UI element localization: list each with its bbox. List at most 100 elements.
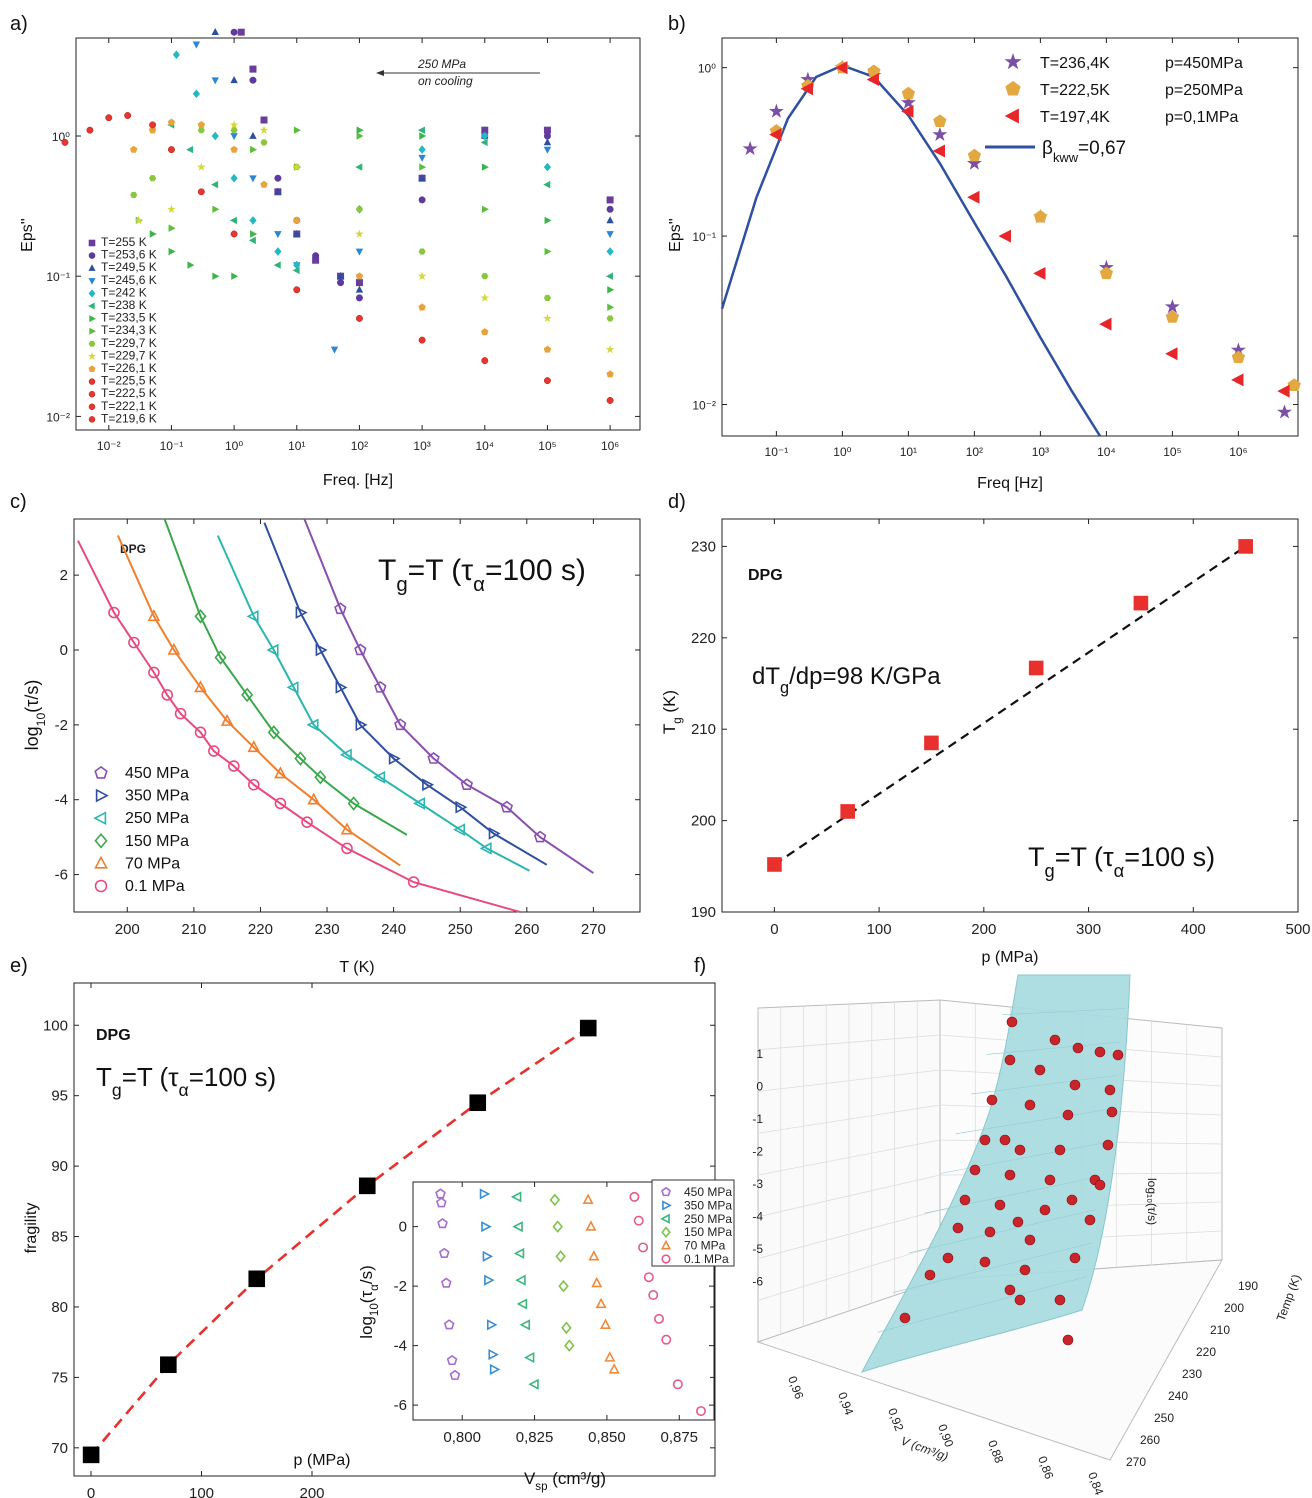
panel-d-point [1238,539,1253,554]
panel-d-point [1133,595,1149,611]
panel-c-point [355,718,368,732]
panel-e-inset-series [510,1191,539,1390]
panel-a-point [606,196,614,204]
panel-a-point [606,247,614,256]
panel-f-point [1034,1064,1046,1076]
panel-a-point [543,146,552,154]
panel-e-inset-legend-label: 250 MPa [684,1212,732,1226]
panel-a-point [606,315,614,322]
panel-f-point [979,1256,991,1268]
panel-c-x-tick-label: 270 [581,921,606,938]
panel-c-y-tick-label: -4 [55,792,68,809]
panel-d-condition-label: Tg=T (τα=100 s) [1028,842,1215,881]
panel-c-point [247,740,261,753]
panel-a-legend-marker [88,365,96,372]
panel-a-point [543,345,552,353]
panel-a-legend-label: T=229,7 K [101,348,157,362]
panel-a-legend-label: T=222,1 K [101,399,157,413]
panel-a-point [356,126,364,134]
panel-a-point [197,121,206,129]
panel-e-y-tick-label: 95 [51,1088,68,1105]
panel-c-frame [73,518,641,913]
panel-c-point [247,778,260,791]
panel-a-point [260,180,268,188]
panel-f-z-tick-label: -2 [752,1145,763,1159]
panel-e-y-tick-label: 70 [51,1440,68,1457]
panel-c-ylabel-part: log [22,726,42,750]
panel-c-x-tick-label: 200 [115,921,140,938]
panel-d-frame [721,518,1299,913]
panel-a-point [260,116,268,124]
panel-d-label: d) [668,491,686,513]
panel-e-inset-point [516,1298,528,1310]
panel-a-point [605,344,615,354]
panel-f-point [1044,1174,1056,1186]
panel-f-point [986,1094,998,1106]
panel-e-inset: 0,800 0,825 0,850 0,875 0 -2 -4 -6 Vsp (cm³/g) lo… [357,1179,735,1493]
panel-a-point [606,370,614,378]
panel-e-ylabel: fragility [23,1203,40,1254]
panel-c-point [220,713,234,726]
panel-b-point [1033,266,1046,280]
panel-a-point [148,126,157,134]
panel-a-annotation-1: 250 MPa [417,57,466,71]
panel-e-inset-point [558,1279,569,1293]
panel-a-point [330,346,339,354]
panel-a-legend-label: T=233,5 K [101,311,157,325]
panel-f-mesh [893,1242,1092,1293]
panel-c-point [167,642,181,655]
panel-f-point [924,1269,936,1281]
panel-b-x-tick-label: 10⁵ [1163,445,1181,459]
panel-a-series [130,118,614,378]
panel-f-point [1069,1252,1081,1264]
panel-e-inset-point [488,1349,499,1361]
panel-a-point [274,231,282,239]
panel-b-legend-fit-label: βkww=0,67 [1042,138,1126,165]
panel-e-inset-xlabel-part: (cm³/g) [548,1469,607,1488]
panel-f-grid [757,1069,941,1092]
panel-a-point [237,28,245,36]
panel-c-point [128,636,140,649]
panel-e-inset-y-tick-label: -6 [394,1397,407,1414]
panel-e-inset-point [629,1191,640,1202]
panel-c-legend-label: 250 MPa [125,810,189,827]
panel-a-point [355,294,363,302]
panel-f-point [1004,1284,1016,1296]
panel-d-condition-label-part: =100 s) [1124,842,1215,872]
panel-a-legend-marker [88,378,96,385]
panel-f-point [979,1134,991,1146]
panel-c-point [479,842,492,855]
panel-e-point [579,1019,597,1037]
panel-a-point [249,65,257,73]
panel-a-point [606,205,614,213]
panel-a-point [293,229,301,237]
panel-c-legend-marker [95,788,109,803]
panel-c-point [334,602,347,615]
panel-b-point [900,94,916,109]
panel-e-inset-series [629,1191,706,1417]
panel-c-point [274,797,287,810]
panel-c-ylabel-part: 10 [34,713,48,727]
panel-a-point [248,236,256,245]
panel-c-point [306,718,319,732]
panel-f-mesh [939,1142,1107,1174]
panel-e-inset-point [552,1220,563,1233]
panel-c-series [194,609,360,811]
panel-a-series [172,50,614,270]
panel-a-x-tick-label: 10⁴ [476,439,495,453]
panel-e-x-tick-label: 0 [87,1485,95,1498]
panel-a-legend-label: T=245,6 K [101,273,157,287]
panel-a-legend-label: T=253,6 K [101,248,157,262]
panel-c-fit-curve [116,535,401,867]
panel-a-point [124,112,132,119]
panel-d-x-tick-label: 500 [1285,921,1310,938]
panel-c-point [452,823,466,836]
panel-d-xlabel: p (MPa) [982,949,1039,966]
panel-d: 0 100 200 300 400 500 190 200 210 220 230 d) p (MPa)… [660,491,1311,966]
panel-e-inset-point [633,1215,644,1226]
panel-f-y-axis-label: Temp (K) [1274,1272,1304,1323]
panel-b-legend-pressure: p=0,1MPa [1165,109,1238,126]
panel-a-point [481,131,489,141]
